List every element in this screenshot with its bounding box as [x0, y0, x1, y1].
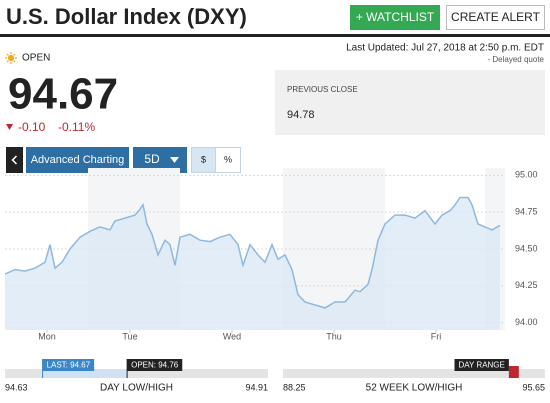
x-tick-label: Thu [326, 331, 342, 341]
change: -0.10 [18, 120, 46, 134]
divider [0, 34, 550, 37]
y-tick-label: 94.25 [515, 280, 538, 290]
x-tick-label: Wed [223, 331, 241, 341]
y-tick-label: 95.00 [515, 170, 538, 180]
percent-label[interactable]: % [224, 154, 232, 164]
marker-box [127, 359, 183, 371]
y-tick-label: 94.50 [515, 243, 538, 253]
period-label[interactable]: 5D [144, 152, 160, 166]
range-track [283, 369, 545, 378]
ranges: 94.63 94.91 DAY LOW/HIGH LAST: 94.67 OPEN: 9… [5, 359, 545, 394]
chevron-icon [11, 155, 18, 165]
currency-label[interactable]: $ [201, 154, 206, 164]
sun-icon [5, 52, 17, 64]
price-line [4, 196, 501, 309]
previous-close-value: 94.78 [287, 109, 315, 121]
marker-label: OPEN: 94.76 [131, 361, 179, 370]
x-tick-label: Mon [38, 331, 56, 341]
marker-box [454, 359, 509, 371]
range-low: 88.25 [283, 382, 306, 392]
delayed-note: - Delayed quote [488, 55, 545, 64]
range-low: 94.63 [5, 382, 28, 392]
y-tick-label: 94.00 [515, 317, 538, 327]
range-title: 52 WEEK LOW/HIGH [366, 383, 463, 394]
collapse-button[interactable] [6, 147, 23, 173]
y-tick-label: 94.75 [515, 207, 538, 217]
range-high: 94.91 [245, 382, 268, 392]
day-range-marker [508, 366, 519, 378]
marker-label: DAY RANGE [458, 361, 504, 370]
watchlist-button[interactable] [350, 5, 440, 30]
change-percent: -0.11% [58, 120, 95, 134]
alert-label[interactable]: CREATE ALERT [451, 10, 541, 24]
x-tick-label: Tue [122, 331, 137, 341]
range-track [5, 369, 268, 378]
marker-label: LAST: 94.67 [47, 361, 91, 370]
marker-box [42, 359, 95, 371]
currency-toggle[interactable] [191, 147, 216, 173]
advanced-charting-label[interactable]: Advanced Charting [31, 154, 125, 166]
dropdown-arrow [170, 157, 179, 163]
x-tick-label: Fri [431, 331, 442, 341]
chart: 95.00 94.75 94.50 94.25 94.00 Mon Tue Wed Thu Fri [4, 168, 538, 341]
watchlist-label[interactable]: + WATCHLIST [356, 10, 435, 24]
page-title: U.S. Dollar Index (DXY) [6, 4, 247, 29]
area-fill [5, 197, 500, 330]
down-arrow [6, 124, 13, 130]
range-title: DAY LOW/HIGH [100, 383, 173, 394]
last-updated: Last Updated: Jul 27, 2018 at 2:50 p.m. … [346, 43, 544, 54]
range-high: 95.65 [522, 382, 545, 392]
previous-close-label: PREVIOUS CLOSE [287, 85, 358, 94]
previous-close-box [275, 70, 545, 135]
price: 94.67 [8, 70, 118, 119]
percent-toggle[interactable] [215, 147, 241, 173]
market-status: OPEN [22, 53, 50, 64]
range-fill [42, 369, 128, 378]
alert-button[interactable] [446, 5, 545, 30]
